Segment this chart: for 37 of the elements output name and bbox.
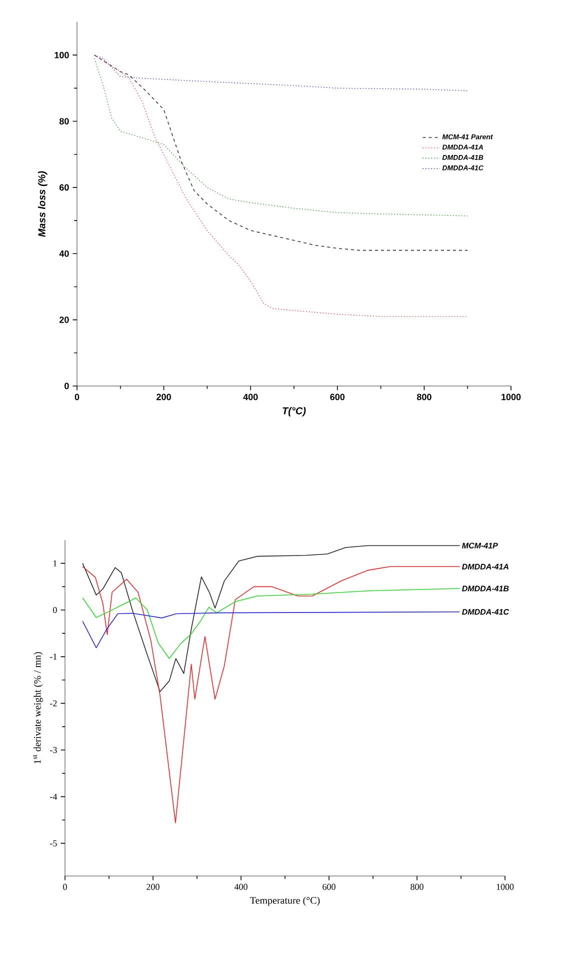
x-axis-title: T(°C) <box>282 407 306 416</box>
x-tick-label: 1000 <box>502 394 521 400</box>
x-tick-label: 0 <box>74 394 80 400</box>
x-tick-label: 600 <box>330 394 345 400</box>
x-tick-label: 400 <box>234 884 248 890</box>
line-series <box>82 588 460 659</box>
y-tick-label: -1 <box>50 654 57 660</box>
y-tick-label: -5 <box>50 840 57 846</box>
series-label: DMDDA-41C <box>462 609 510 615</box>
y-tick-label: 80 <box>59 118 69 124</box>
x-tick-label: 1000 <box>496 884 514 890</box>
series-label: DMDDA-41B <box>462 586 509 592</box>
y-tick-label: -4 <box>50 794 58 800</box>
y-tick-label: -3 <box>50 746 57 754</box>
x-tick-label: 200 <box>146 884 160 890</box>
line-series <box>82 566 460 824</box>
y-tick-label: 60 <box>60 184 69 191</box>
y-axis-title: 1$^{st}$ derivate weight (% / mn) <box>33 652 43 764</box>
y-tick-label: 0 <box>53 606 57 614</box>
line-series <box>94 54 468 92</box>
x-tick-label: 600 <box>322 884 336 890</box>
y-axis-title: Mass loss (%) <box>38 171 48 237</box>
x-tick-label: 800 <box>416 394 432 400</box>
line-series <box>82 611 460 648</box>
x-tick-label: 400 <box>243 394 258 400</box>
x-tick-label: 800 <box>410 884 424 890</box>
line-series <box>82 545 460 692</box>
y-tick-label: 1 <box>53 560 57 566</box>
y-tick-label: -2 <box>50 700 57 706</box>
y-tick-label: 40 <box>59 250 69 257</box>
y-tick-label: 20 <box>60 316 69 323</box>
series-label: MCM-41P <box>462 542 498 548</box>
x-axis-title: Temperature (°C) <box>250 896 320 906</box>
y-tick-label: 100 <box>54 52 69 58</box>
series-label: DMDDA-41A <box>462 564 508 570</box>
x-tick-label: 200 <box>156 394 171 400</box>
y-tick-label: 0 <box>64 382 69 390</box>
